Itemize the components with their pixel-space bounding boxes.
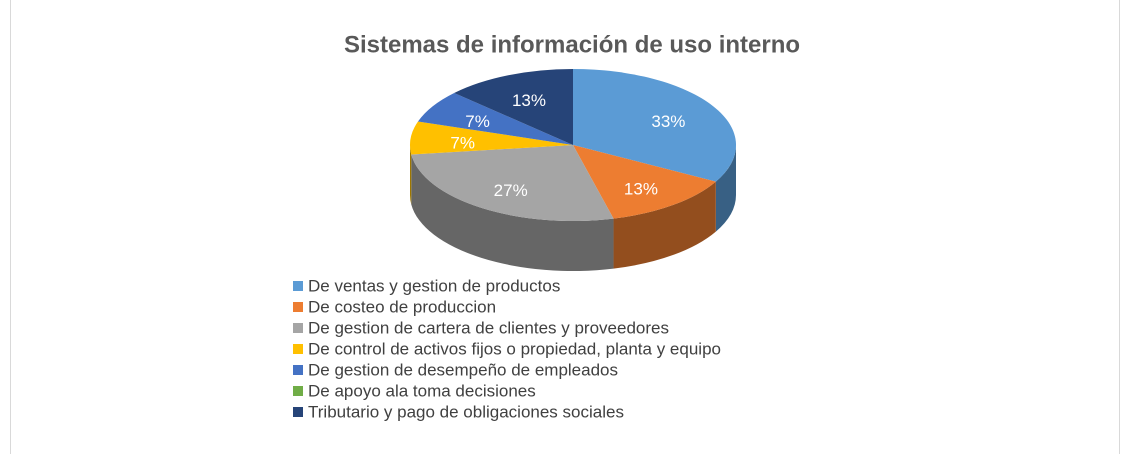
pie-slice <box>410 121 573 155</box>
legend-label: De gestion de desempeño de empleados <box>308 360 618 379</box>
legend-swatch <box>293 407 303 417</box>
legend-swatch <box>293 281 303 291</box>
data-label: 33% <box>651 112 685 131</box>
legend-label: De costeo de produccion <box>308 297 496 316</box>
pie-side <box>715 145 736 232</box>
legend-label: De gestion de cartera de clientes y prov… <box>308 318 669 337</box>
data-label: 27% <box>494 181 528 200</box>
data-label: 7% <box>450 134 475 153</box>
pie-side <box>411 154 614 272</box>
pie-slice <box>454 69 573 145</box>
chart-title: Sistemas de información de uso interno <box>344 31 800 58</box>
legend-label: De control de activos fijos o propiedad,… <box>308 339 721 358</box>
pie-slice <box>411 145 614 221</box>
legend-label: De ventas y gestion de productos <box>308 276 560 295</box>
legend-label: Tributario y pago de obligaciones social… <box>308 402 624 421</box>
legend-swatch <box>293 323 303 333</box>
legend-swatch <box>293 302 303 312</box>
pie-slice <box>573 145 716 219</box>
data-label: 7% <box>465 112 490 131</box>
pie-slice <box>417 92 573 145</box>
legend-swatch <box>293 365 303 375</box>
legend-swatch <box>293 344 303 354</box>
legend-label: De apoyo ala toma decisiones <box>308 381 536 400</box>
pie-slice <box>573 69 736 182</box>
pie-side <box>410 145 412 205</box>
data-label: 13% <box>624 179 658 198</box>
pie-side <box>613 181 716 269</box>
legend-swatch <box>293 386 303 396</box>
data-label: 13% <box>512 91 546 110</box>
